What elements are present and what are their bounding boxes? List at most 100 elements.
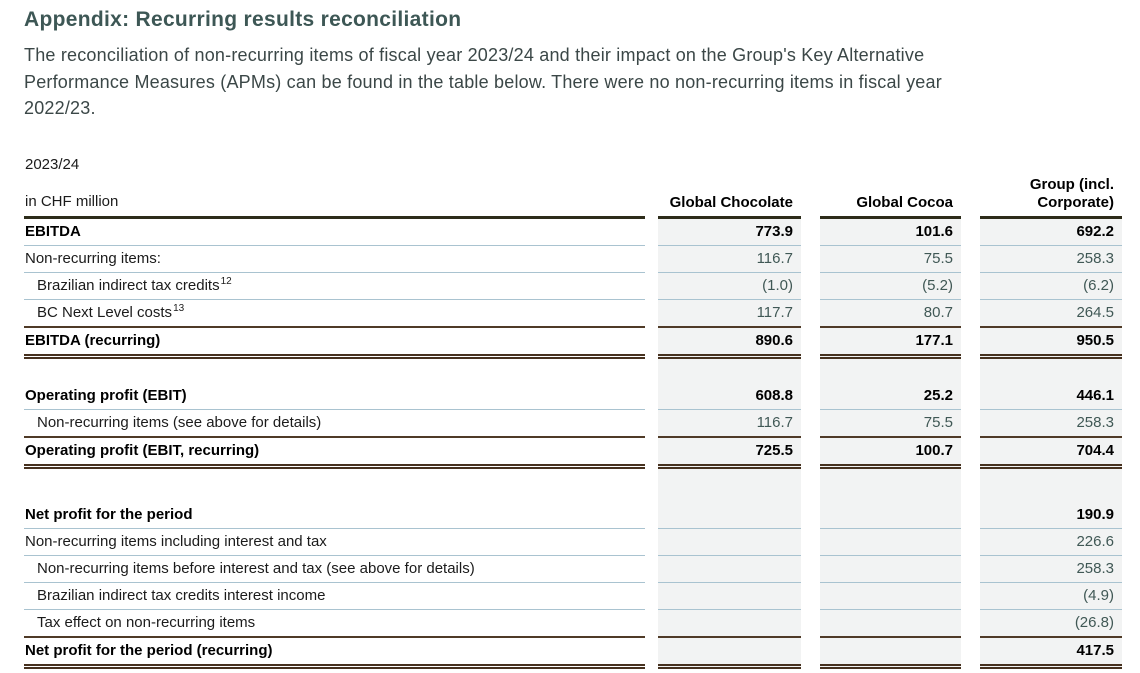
column-gap	[645, 556, 658, 583]
column-gap	[801, 502, 820, 529]
column-gap	[801, 410, 820, 438]
intro-line: The reconciliation of non-recurring item…	[24, 45, 925, 65]
intro-line: Performance Measures (APMs) can be found…	[24, 71, 942, 92]
row-label: Non-recurring items (see above for detai…	[24, 410, 645, 438]
table-row: Non-recurring items (see above for detai…	[24, 409, 1122, 438]
intro-paragraph: The reconciliation of non-recurring item…	[24, 42, 1122, 122]
cell-value: 608.8	[658, 382, 801, 410]
spacer-value-cell	[658, 468, 801, 502]
column-header-group: Group (incl. Corporate)	[980, 154, 1122, 219]
row-label: Brazilian indirect tax credits interest …	[24, 583, 645, 610]
table-row: Tax effect on non-recurring items (26.8)	[24, 609, 1122, 638]
spacer-value-cell	[820, 358, 961, 383]
cell-value	[820, 501, 961, 529]
table-row: BC Next Level costs 13 117.7 80.7 264.5	[24, 299, 1122, 328]
table-row: Operating profit (EBIT) 608.8 25.2 446.1	[24, 382, 1122, 410]
cell-value: 190.9	[980, 501, 1122, 529]
cell-value: 725.5	[658, 437, 801, 469]
cell-value	[658, 637, 801, 669]
column-gap	[961, 529, 980, 556]
cell-value: 116.7	[658, 245, 801, 273]
page-title: Appendix: Recurring results reconciliati…	[24, 8, 462, 31]
spacer-value-cell	[658, 358, 801, 383]
table-row: EBITDA (recurring) 890.6 177.1 950.5	[24, 327, 1122, 359]
cell-value: 890.6	[658, 327, 801, 359]
column-gap	[961, 359, 980, 383]
cell-value: 101.6	[820, 218, 961, 246]
unit-label: in CHF million	[25, 192, 119, 210]
column-gap	[801, 328, 820, 359]
table-row: Non-recurring items before interest and …	[24, 555, 1122, 583]
column-gap	[645, 469, 658, 502]
column-gap	[801, 556, 820, 583]
cell-value: (26.8)	[980, 609, 1122, 638]
cell-value	[658, 501, 801, 529]
row-label: Brazilian indirect tax credits 12	[24, 273, 645, 300]
column-gap	[961, 383, 980, 410]
spacer-row	[24, 358, 1122, 383]
cell-value	[820, 582, 961, 610]
column-gap	[961, 246, 980, 273]
spacer-value-cell	[980, 358, 1122, 383]
cell-value: (4.9)	[980, 582, 1122, 610]
column-gap	[961, 410, 980, 438]
column-gap	[645, 328, 658, 359]
row-label: Non-recurring items:	[24, 246, 645, 273]
table-row: Net profit for the period 190.9	[24, 501, 1122, 529]
row-label: EBITDA (recurring)	[24, 328, 645, 359]
column-gap	[961, 328, 980, 359]
cell-value: 25.2	[820, 382, 961, 410]
column-gap	[801, 273, 820, 300]
reconciliation-table: 2023/24 in CHF million Global Chocolate …	[24, 154, 1122, 669]
column-gap	[801, 246, 820, 273]
column-gap	[961, 273, 980, 300]
column-gap	[645, 638, 658, 669]
cell-value	[820, 528, 961, 556]
column-gap	[645, 529, 658, 556]
column-header-global-chocolate: Global Chocolate	[658, 154, 801, 219]
cell-value: 446.1	[980, 382, 1122, 410]
cell-value: 258.3	[980, 409, 1122, 438]
cell-value: 258.3	[980, 555, 1122, 583]
cell-value: 417.5	[980, 637, 1122, 669]
column-gap	[645, 502, 658, 529]
column-gap	[801, 219, 820, 246]
cell-value: (1.0)	[658, 272, 801, 300]
row-label: Non-recurring items before interest and …	[24, 556, 645, 583]
spacer-value-cell	[820, 468, 961, 502]
column-gap	[961, 154, 980, 219]
column-gap	[801, 154, 820, 219]
row-label: Net profit for the period	[24, 502, 645, 529]
column-gap	[801, 529, 820, 556]
cell-value	[820, 637, 961, 669]
column-gap	[645, 383, 658, 410]
cell-value: 116.7	[658, 409, 801, 438]
cell-value: 177.1	[820, 327, 961, 359]
column-gap	[801, 610, 820, 638]
column-gap	[961, 610, 980, 638]
spacer-label-cell	[24, 469, 645, 502]
cell-value: 258.3	[980, 245, 1122, 273]
column-gap	[961, 583, 980, 610]
cell-value: 117.7	[658, 299, 801, 328]
column-gap	[961, 502, 980, 529]
cell-value: (5.2)	[820, 272, 961, 300]
cell-value: 773.9	[658, 218, 801, 246]
row-label: Net profit for the period (recurring)	[24, 638, 645, 669]
table-row: Non-recurring items including interest a…	[24, 528, 1122, 556]
column-gap	[645, 154, 658, 219]
column-gap	[801, 583, 820, 610]
table-rows: EBITDA 773.9 101.6 692.2 Non-recurring items…	[24, 218, 1122, 669]
column-header-global-cocoa: Global Cocoa	[820, 154, 961, 219]
cell-value: 75.5	[820, 245, 961, 273]
column-gap	[961, 300, 980, 328]
table-row: Net profit for the period (recurring) 417…	[24, 637, 1122, 669]
row-label: Operating profit (EBIT, recurring)	[24, 438, 645, 469]
cell-value	[658, 555, 801, 583]
column-gap	[645, 273, 658, 300]
cell-value: 75.5	[820, 409, 961, 438]
column-gap	[645, 583, 658, 610]
cell-value	[658, 528, 801, 556]
cell-value: 100.7	[820, 437, 961, 469]
column-gap	[961, 556, 980, 583]
